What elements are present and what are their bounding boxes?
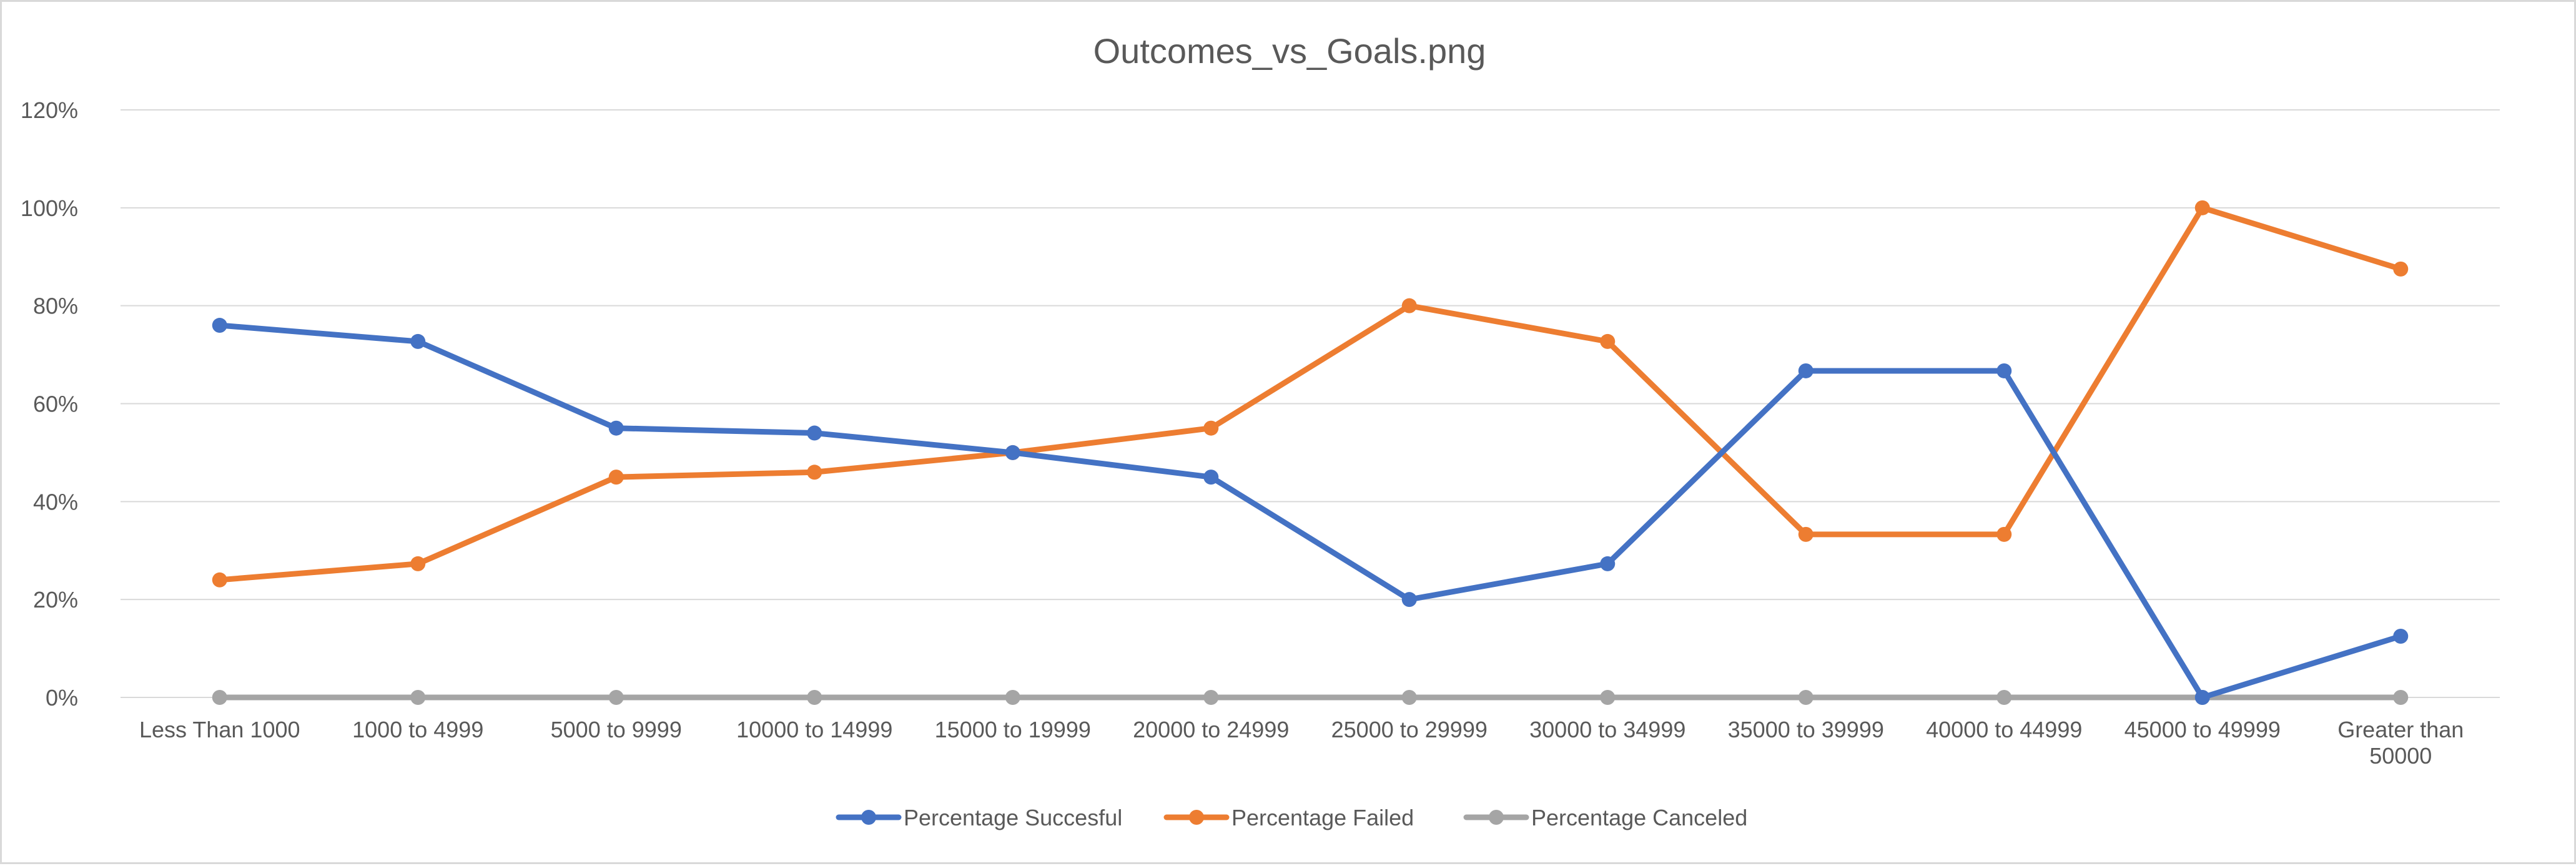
y-tick-label: 100% [21, 195, 78, 221]
y-tick-label: 60% [33, 391, 78, 417]
data-point [1005, 445, 1020, 460]
data-point [2194, 200, 2210, 215]
data-point [608, 470, 624, 485]
data-point [1203, 690, 1219, 705]
y-axis-ticks: 0% 20% 40% 60% 80% 100% 120% [21, 97, 78, 711]
data-point [1996, 526, 2012, 542]
data-point [2393, 261, 2409, 277]
data-point [608, 420, 624, 436]
series-line [217, 205, 2404, 583]
x-tick-label: 20000 to 24999 [1133, 717, 1289, 742]
legend-swatch-marker [1189, 810, 1204, 825]
data-point [1798, 363, 1814, 378]
x-tick-label: 45000 to 49999 [2124, 717, 2281, 742]
data-point [212, 318, 227, 333]
data-point [1401, 298, 1417, 313]
data-point [807, 465, 822, 480]
data-point [1005, 690, 1020, 705]
legend: Percentage Succesful Percentage Failed Per… [836, 805, 1747, 830]
data-point [1600, 690, 1616, 705]
x-tick-label: 15000 to 19999 [935, 717, 1091, 742]
legend-item: Percentage Succesful [836, 805, 1122, 830]
data-point [1996, 690, 2012, 705]
x-tick-label: 10000 to 14999 [736, 717, 892, 742]
y-tick-label: 80% [33, 293, 78, 319]
data-point [410, 556, 426, 571]
data-point [1996, 363, 2012, 378]
data-point [2393, 690, 2409, 705]
data-point [1600, 556, 1616, 571]
legend-swatch-marker [1489, 810, 1504, 825]
legend-item: Percentage Canceled [1463, 805, 1747, 830]
data-point [1798, 690, 1814, 705]
x-tick-label: Less Than 1000 [139, 717, 300, 742]
y-tick-label: 20% [33, 587, 78, 613]
legend-label: Percentage Canceled [1531, 805, 1747, 830]
data-point [1203, 470, 1219, 485]
x-tick-label: 40000 to 44999 [1926, 717, 2082, 742]
data-point [807, 425, 822, 441]
x-tick-label: 1000 to 4999 [352, 717, 483, 742]
legend-label: Percentage Failed [1231, 805, 1414, 830]
x-axis-ticks: Less Than 1000 1000 to 4999 5000 to 9999 10… [139, 717, 2464, 769]
series-percentage-failed [212, 200, 2409, 588]
x-tick-label: Greater than 50000 [2337, 717, 2464, 769]
x-tick-label: 5000 to 9999 [551, 717, 682, 742]
gridlines [121, 109, 2500, 698]
data-point [1798, 526, 1814, 542]
data-point [1401, 690, 1417, 705]
legend-item: Percentage Failed [1163, 805, 1414, 830]
series-percentage-succesful [212, 318, 2409, 705]
data-point [1600, 333, 1616, 349]
data-point [608, 690, 624, 705]
y-tick-label: 120% [21, 97, 78, 123]
x-tick-label: 35000 to 39999 [1728, 717, 1884, 742]
data-point [1203, 420, 1219, 436]
series-line [217, 322, 2404, 701]
data-point [2194, 690, 2210, 705]
data-point [807, 690, 822, 705]
legend-swatch-marker [861, 810, 876, 825]
data-point [410, 690, 426, 705]
data-point [410, 333, 426, 349]
x-tick-label: 30000 to 34999 [1529, 717, 1685, 742]
data-point [212, 690, 227, 705]
y-tick-label: 40% [33, 489, 78, 514]
legend-label: Percentage Succesful [904, 805, 1122, 830]
series-percentage-canceled [212, 690, 2409, 705]
data-point [212, 572, 227, 588]
series-lines [212, 200, 2409, 705]
chart-title: Outcomes_vs_Goals.png [1093, 31, 1486, 71]
x-tick-label: 25000 to 29999 [1331, 717, 1488, 742]
data-point [2393, 628, 2409, 644]
data-point [1401, 592, 1417, 608]
y-tick-label: 0% [46, 685, 78, 711]
